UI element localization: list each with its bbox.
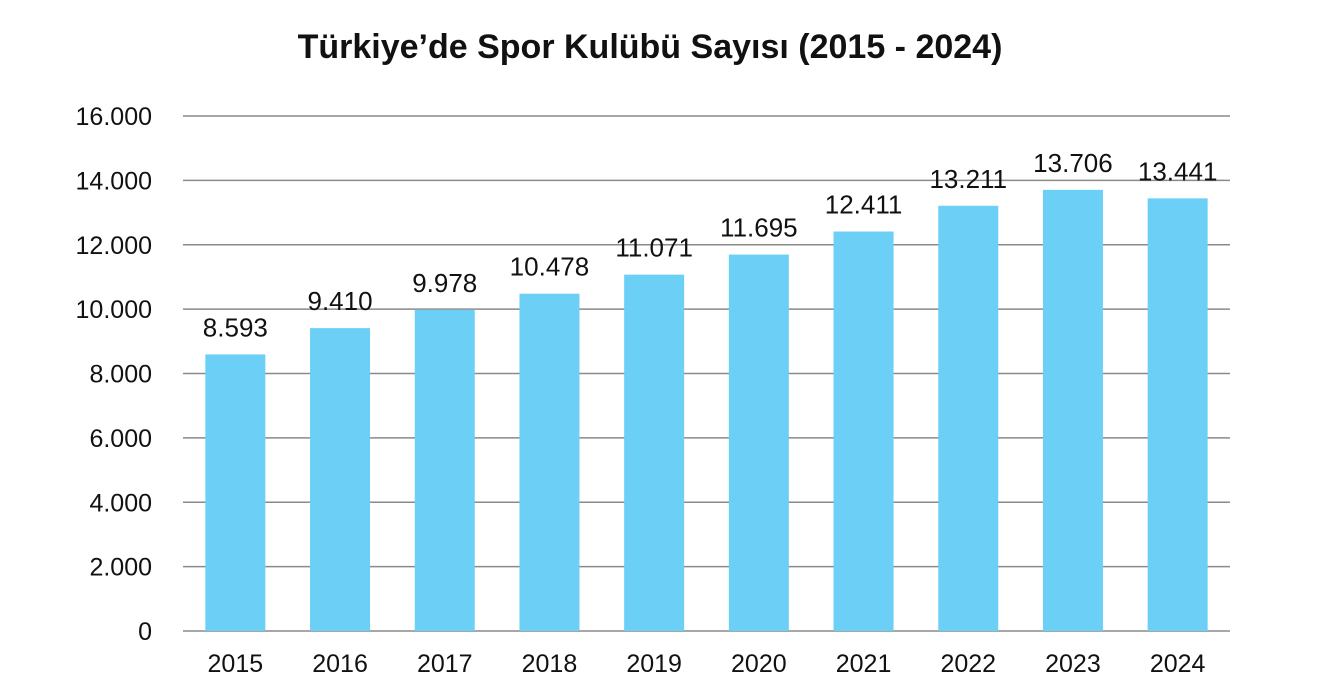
bar-2015 [205, 354, 266, 631]
x-tick-label-2020: 2020 [731, 650, 787, 678]
y-tick-label: 0 [138, 618, 152, 646]
data-label-2024: 13.441 [1138, 156, 1218, 186]
data-label-2022: 13.211 [929, 164, 1007, 194]
data-label-2016: 9.410 [308, 286, 373, 316]
data-label-2023: 13.706 [1033, 148, 1113, 178]
bar-2019 [624, 274, 685, 631]
x-tick-label-2016: 2016 [312, 650, 368, 678]
y-tick-label: 6.000 [89, 425, 152, 453]
x-tick-label-2024: 2024 [1150, 650, 1206, 678]
y-tick-label: 10.000 [76, 296, 152, 324]
bar-2024 [1147, 198, 1208, 632]
x-tick-label-2017: 2017 [417, 650, 473, 678]
x-tick-label-2018: 2018 [522, 650, 578, 678]
bar-2016 [310, 328, 371, 631]
data-label-2015: 8.593 [203, 312, 268, 342]
x-tick-label-2022: 2022 [940, 650, 996, 678]
bar-2017 [414, 309, 475, 631]
y-tick-label: 8.000 [89, 361, 152, 389]
data-labels: 8.593 9.410 9.978 10.478 11.071 11.695 12.411 1… [203, 148, 1218, 343]
bar-2018 [519, 293, 580, 631]
bars [205, 189, 1208, 632]
chart-title: Türkiye’de Spor Kulübü Sayısı (2015 - 20… [297, 28, 1003, 66]
data-label-2018: 10.478 [510, 252, 590, 282]
bar-2023 [1042, 189, 1103, 631]
y-tick-label: 2.000 [89, 554, 152, 582]
bar-2021 [833, 231, 894, 631]
data-label-2021: 12.411 [825, 190, 903, 220]
y-tick-label: 4.000 [89, 489, 152, 517]
bar-2020 [728, 254, 789, 631]
y-axis: 0 2.000 4.000 6.000 8.000 10.000 12.000 14.000 1… [76, 103, 152, 646]
data-label-2019: 11.071 [615, 233, 693, 263]
x-tick-label-2021: 2021 [836, 650, 892, 678]
x-axis: 2015 2016 2017 2018 2019 2020 2021 2022 2023 2024 [208, 650, 1206, 678]
x-tick-label-2023: 2023 [1045, 650, 1101, 678]
y-tick-label: 12.000 [76, 232, 152, 260]
y-tick-label: 16.000 [76, 103, 152, 131]
bar-2022 [938, 205, 999, 631]
y-tick-label: 14.000 [76, 167, 152, 195]
x-tick-label-2015: 2015 [208, 650, 264, 678]
x-tick-label-2019: 2019 [626, 650, 682, 678]
data-label-2020: 11.695 [720, 213, 798, 243]
data-label-2017: 9.978 [412, 268, 477, 298]
